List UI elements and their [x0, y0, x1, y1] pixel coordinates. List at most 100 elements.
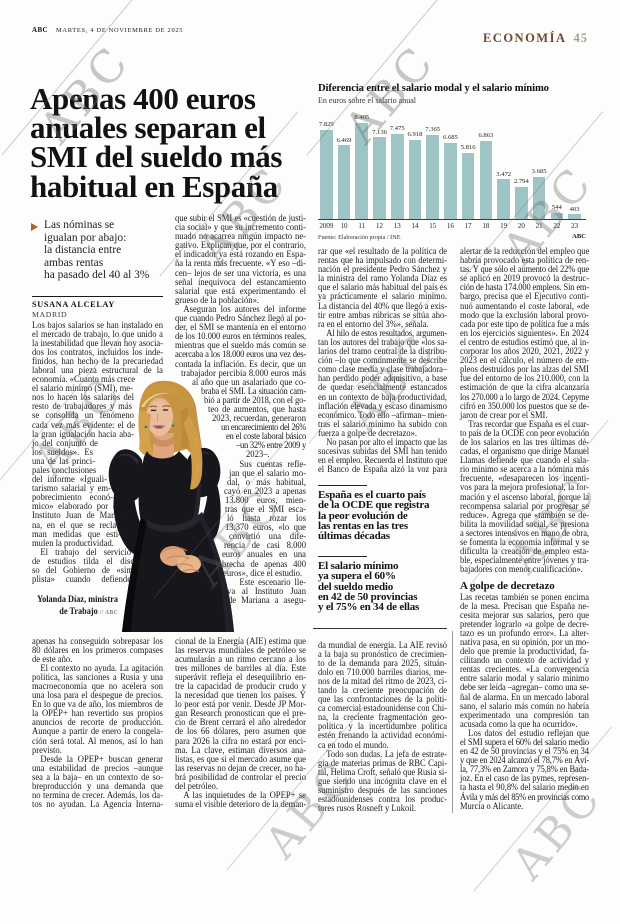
byline-location: MADRID	[32, 309, 68, 319]
text-line: bió a partir de 2018, con el go-	[204, 394, 306, 405]
text-line: tir entre ambas rúbricas se sitúa aho-	[318, 309, 447, 320]
bar-15	[426, 134, 439, 219]
text-line: acumularán a un ritmo cercano a los	[175, 653, 306, 664]
bar-value-label: 6.918	[407, 131, 423, 139]
photo-yolanda-diaz	[103, 379, 250, 637]
text-line: larios del tramo central de la distribu-	[318, 346, 447, 357]
text-line: previsto.	[32, 744, 62, 755]
text-line: macroeconomía que no acelera son	[32, 680, 163, 691]
article-column-1: Los bajos salarios se han instalado en el…	[32, 319, 163, 585]
bar-value-label: 6.863	[478, 132, 494, 139]
text-line: ción será total. Al menos, así lo han	[32, 735, 163, 746]
text-line: se fomenta la economía informal y se	[460, 537, 589, 547]
text-line: Aseguran los autores del informe	[183, 303, 306, 314]
text-line: acercaba a los 18.000 euros una vez des-	[175, 349, 306, 360]
text-line: Los bajos salarios se han instalado en	[32, 319, 163, 330]
x-axis-label: 20	[517, 221, 525, 230]
chart-subtitle: En euros sobre el salario anual	[318, 96, 416, 105]
text-line: so del Gobierno de «sim-	[32, 565, 136, 576]
photo-caption-line2: de Trabajo // ABC	[59, 606, 118, 617]
text-line: cilitando un contexto de actividad y	[460, 655, 589, 666]
text-line: ñal de alarma. En un mercado laboral	[460, 691, 589, 702]
text-line: Este escenario lle-	[239, 576, 306, 587]
bar-value-label: 8.405	[354, 114, 370, 122]
text-line: tres millones de barriles al día. Este	[175, 662, 306, 673]
text-line: se aplicó en 2019 provocó la destruc-	[460, 273, 589, 284]
text-line: convirtió una dife-	[228, 531, 306, 542]
text-line: plista» cuando defiende	[32, 574, 132, 585]
text-line: una losa para el despegue de precios.	[32, 690, 163, 701]
text-line: pales conclusiones	[32, 465, 97, 475]
text-line: tal, Helima Croft, señaló que Rusia si-	[318, 766, 447, 777]
chart-source: Fuente: Elaboración propia / INE	[318, 234, 401, 241]
text-line: A las inquietudes de la OPEP+ se	[183, 790, 306, 801]
x-axis-label: 13	[393, 221, 401, 230]
section-title: ECONOMÍA	[482, 31, 567, 45]
text-line: recompensa salarial por progresar se	[460, 500, 589, 511]
text-line: que subir el SMI es «cuestión de justi-	[175, 213, 306, 223]
text-line: en 42 de 50 provincias y el 75% en 34	[460, 746, 589, 757]
text-line: to país de la OCDE con peor evolución	[460, 427, 589, 438]
text-line: entre salario modal y salario mínimo	[460, 673, 589, 684]
bar-2009	[320, 129, 333, 219]
text-line: suministro después de las sanciones	[318, 785, 447, 795]
text-line: cada vez más evidente: el de	[32, 419, 136, 430]
text-line: tazo es un profundo error». La alter-	[460, 627, 589, 638]
text-line: la necesidad que tienen los países. Y	[175, 690, 306, 701]
text-line: cada por este tipo de política fue a más	[460, 318, 589, 329]
text-line: el indicador ya está rozando en Espa-	[175, 249, 306, 260]
text-line: de Mariana a asegu-	[227, 594, 306, 605]
text-line: un encarecimiento del 26%	[221, 422, 306, 433]
text-line: jan que el salario mo-	[228, 467, 306, 478]
text-line: rentas crecientes. «La convergencia	[460, 664, 589, 675]
text-line: pretender lograrlo «a golpe de decre-	[460, 618, 589, 629]
standfirst: Las nóminas se igualan por abajo: la dista…	[44, 219, 174, 282]
text-line: tras que el SMI esca-	[224, 504, 306, 514]
text-line: ción de hasta 174.000 empleos. Sin em-	[460, 282, 589, 293]
newspaper-page: { "masthead": { "brand": "ABC", "date": …	[0, 0, 613, 892]
text-line: teo de aumentos, que hasta	[208, 403, 306, 414]
photo-caption-credit: // ABC	[99, 608, 118, 616]
text-line: 13.370 euros, «lo que	[224, 522, 306, 533]
text-line: que el salario más habitual del país es	[318, 282, 447, 293]
second-article-top-rule	[313, 627, 447, 629]
text-line: cio de Brent cerrará el año alrededor	[175, 717, 306, 728]
text-line: del informe «Iguali-	[32, 474, 108, 485]
text-line: nativa pasa, en su opinión, por un mo-	[460, 636, 589, 647]
text-line: rar que «el resultado de la política de	[318, 246, 447, 256]
text-line: 2023–.	[246, 449, 270, 460]
article-column-2: que subir el SMI es «cuestión de justi-c…	[175, 213, 307, 605]
bar-10	[337, 145, 351, 219]
newspaper-logo: ABC	[32, 26, 48, 34]
text-line: La distancia del 40% que llegó a exis-	[318, 300, 448, 311]
text-line: en los ejercicios siguientes». En 2024	[460, 327, 589, 338]
text-line: El trabajo del servicio	[40, 546, 132, 557]
text-line: fuerza a golpe de decretazo».	[318, 427, 417, 438]
text-line: gativo. Explican que, por el contrario,	[175, 240, 306, 251]
text-line: ble, especialmente entre jóvenes y tra-	[460, 555, 589, 566]
text-line: tarismo salarial y em-	[32, 483, 111, 494]
text-line: que las confrontaciones de la políti-	[318, 694, 447, 705]
text-line: anuales separan el	[30, 110, 266, 146]
text-line: lo peor está por venir. Desde JP Mor-	[175, 699, 306, 710]
text-line: económico. Todo ello –afirman– mien-	[318, 409, 447, 420]
bar-20	[515, 187, 528, 219]
text-line: El contexto no ayuda. La agitación	[40, 662, 163, 673]
text-line: ya supera el 60%	[318, 570, 396, 583]
text-line: Aunque a partir de enero la congela-	[32, 726, 163, 737]
text-line: tores rusos Rosneft y Lukoil.	[318, 803, 417, 814]
text-line: dal, o más habitual,	[227, 476, 306, 487]
text-line: la, 77,3% en Zamora y 75,8% en Bada-	[460, 764, 589, 775]
text-line: en el coste laboral básico	[225, 431, 306, 442]
text-line: acusada como la que ha ocurrido».	[460, 718, 578, 729]
bar-value-label: 6.469	[336, 136, 352, 144]
oil-article-column-2: cional de la Energía (AIE) estima que las…	[175, 636, 306, 810]
text-line: braba el SMI. La situación cam-	[201, 385, 306, 396]
text-line: nación el presidente Pedro Sánchez y	[318, 264, 447, 275]
text-line: habría provocado esta política de ren-	[460, 255, 589, 266]
text-line: debe ser leída –agregan– como una se-	[460, 682, 589, 693]
text-line: 2023, recuerdan, generaron	[211, 413, 307, 424]
x-axis-label: 16	[446, 221, 454, 230]
text-line: tre la capacidad de producir crudo y	[175, 680, 306, 691]
chart-title: Diferencia entre el salario modal y el s…	[318, 83, 549, 94]
